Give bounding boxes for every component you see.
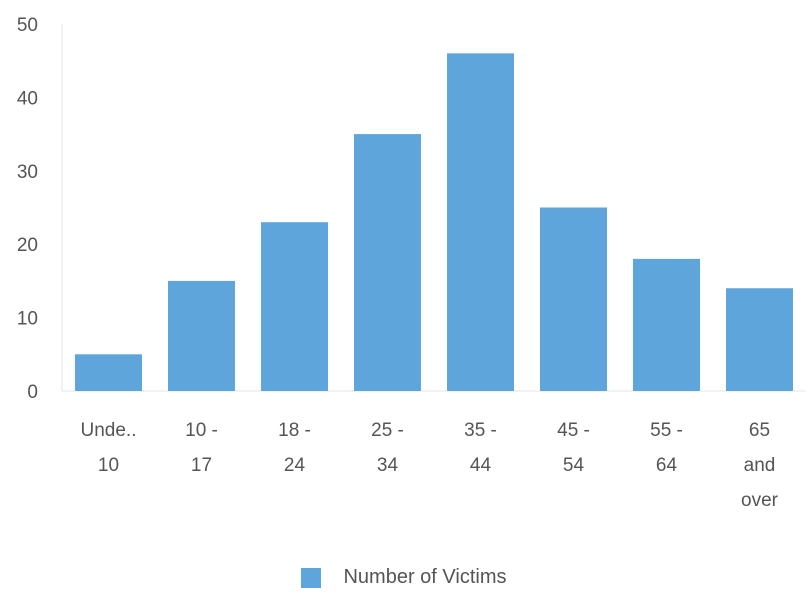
y-axis-tick-labels: 0 10 20 30 40 50 — [17, 15, 38, 403]
x-category-label-line: Unde.. — [81, 420, 137, 441]
y-tick-label: 40 — [17, 88, 38, 109]
bar — [261, 222, 328, 391]
x-category-label-line: 64 — [656, 455, 678, 476]
bar — [75, 354, 142, 391]
x-category-label-line: 44 — [470, 455, 492, 476]
x-category-label-line: 24 — [284, 455, 306, 476]
x-category-label-line: 10 - — [185, 420, 218, 441]
legend: Number of Victims — [0, 566, 808, 589]
bar — [726, 288, 793, 391]
bars-group — [75, 53, 793, 392]
bar — [354, 134, 421, 391]
x-category-label-line: 54 — [563, 455, 585, 476]
x-category-label: 65 and over — [741, 420, 779, 511]
bar — [540, 207, 607, 391]
y-tick-label: 30 — [17, 162, 38, 183]
x-category-label: 55 - 64 — [650, 420, 683, 476]
bar — [168, 280, 235, 391]
x-axis-category-labels: Unde.. 10 10 - 17 18 - 24 25 - 34 35 - 44 45 - 54 55… — [81, 420, 779, 511]
legend-swatch — [301, 567, 322, 588]
x-category-label: 35 - 44 — [464, 420, 497, 476]
x-category-label-line: 55 - — [650, 420, 683, 441]
x-category-label: 45 - 54 — [557, 420, 590, 476]
x-category-label-line: over — [741, 490, 779, 511]
bar-chart: 0 10 20 30 40 50 Unde.. 10 10 - 17 18 - 24 25 - 34 35… — [17, 15, 806, 511]
bar — [633, 258, 700, 391]
x-category-label: 25 - 34 — [371, 420, 404, 476]
x-category-label-line: 35 - — [464, 420, 497, 441]
y-tick-label: 10 — [17, 309, 38, 330]
x-category-label-line: and — [744, 455, 776, 476]
x-category-label-line: 18 - — [278, 420, 311, 441]
x-category-label: Unde.. 10 — [81, 420, 137, 476]
y-tick-label: 20 — [17, 235, 38, 256]
x-category-label-line: 25 - — [371, 420, 404, 441]
x-category-label: 10 - 17 — [185, 420, 218, 476]
x-category-label-line: 17 — [191, 455, 212, 476]
x-category-label: 18 - 24 — [278, 420, 311, 476]
y-tick-label: 0 — [27, 382, 38, 403]
y-tick-label: 50 — [17, 15, 38, 36]
bar — [447, 53, 514, 392]
x-category-label-line: 65 — [749, 420, 770, 441]
legend-label: Number of Victims — [343, 566, 507, 588]
x-category-label-line: 10 — [98, 455, 119, 476]
x-category-label-line: 45 - — [557, 420, 590, 441]
x-category-label-line: 34 — [377, 455, 399, 476]
